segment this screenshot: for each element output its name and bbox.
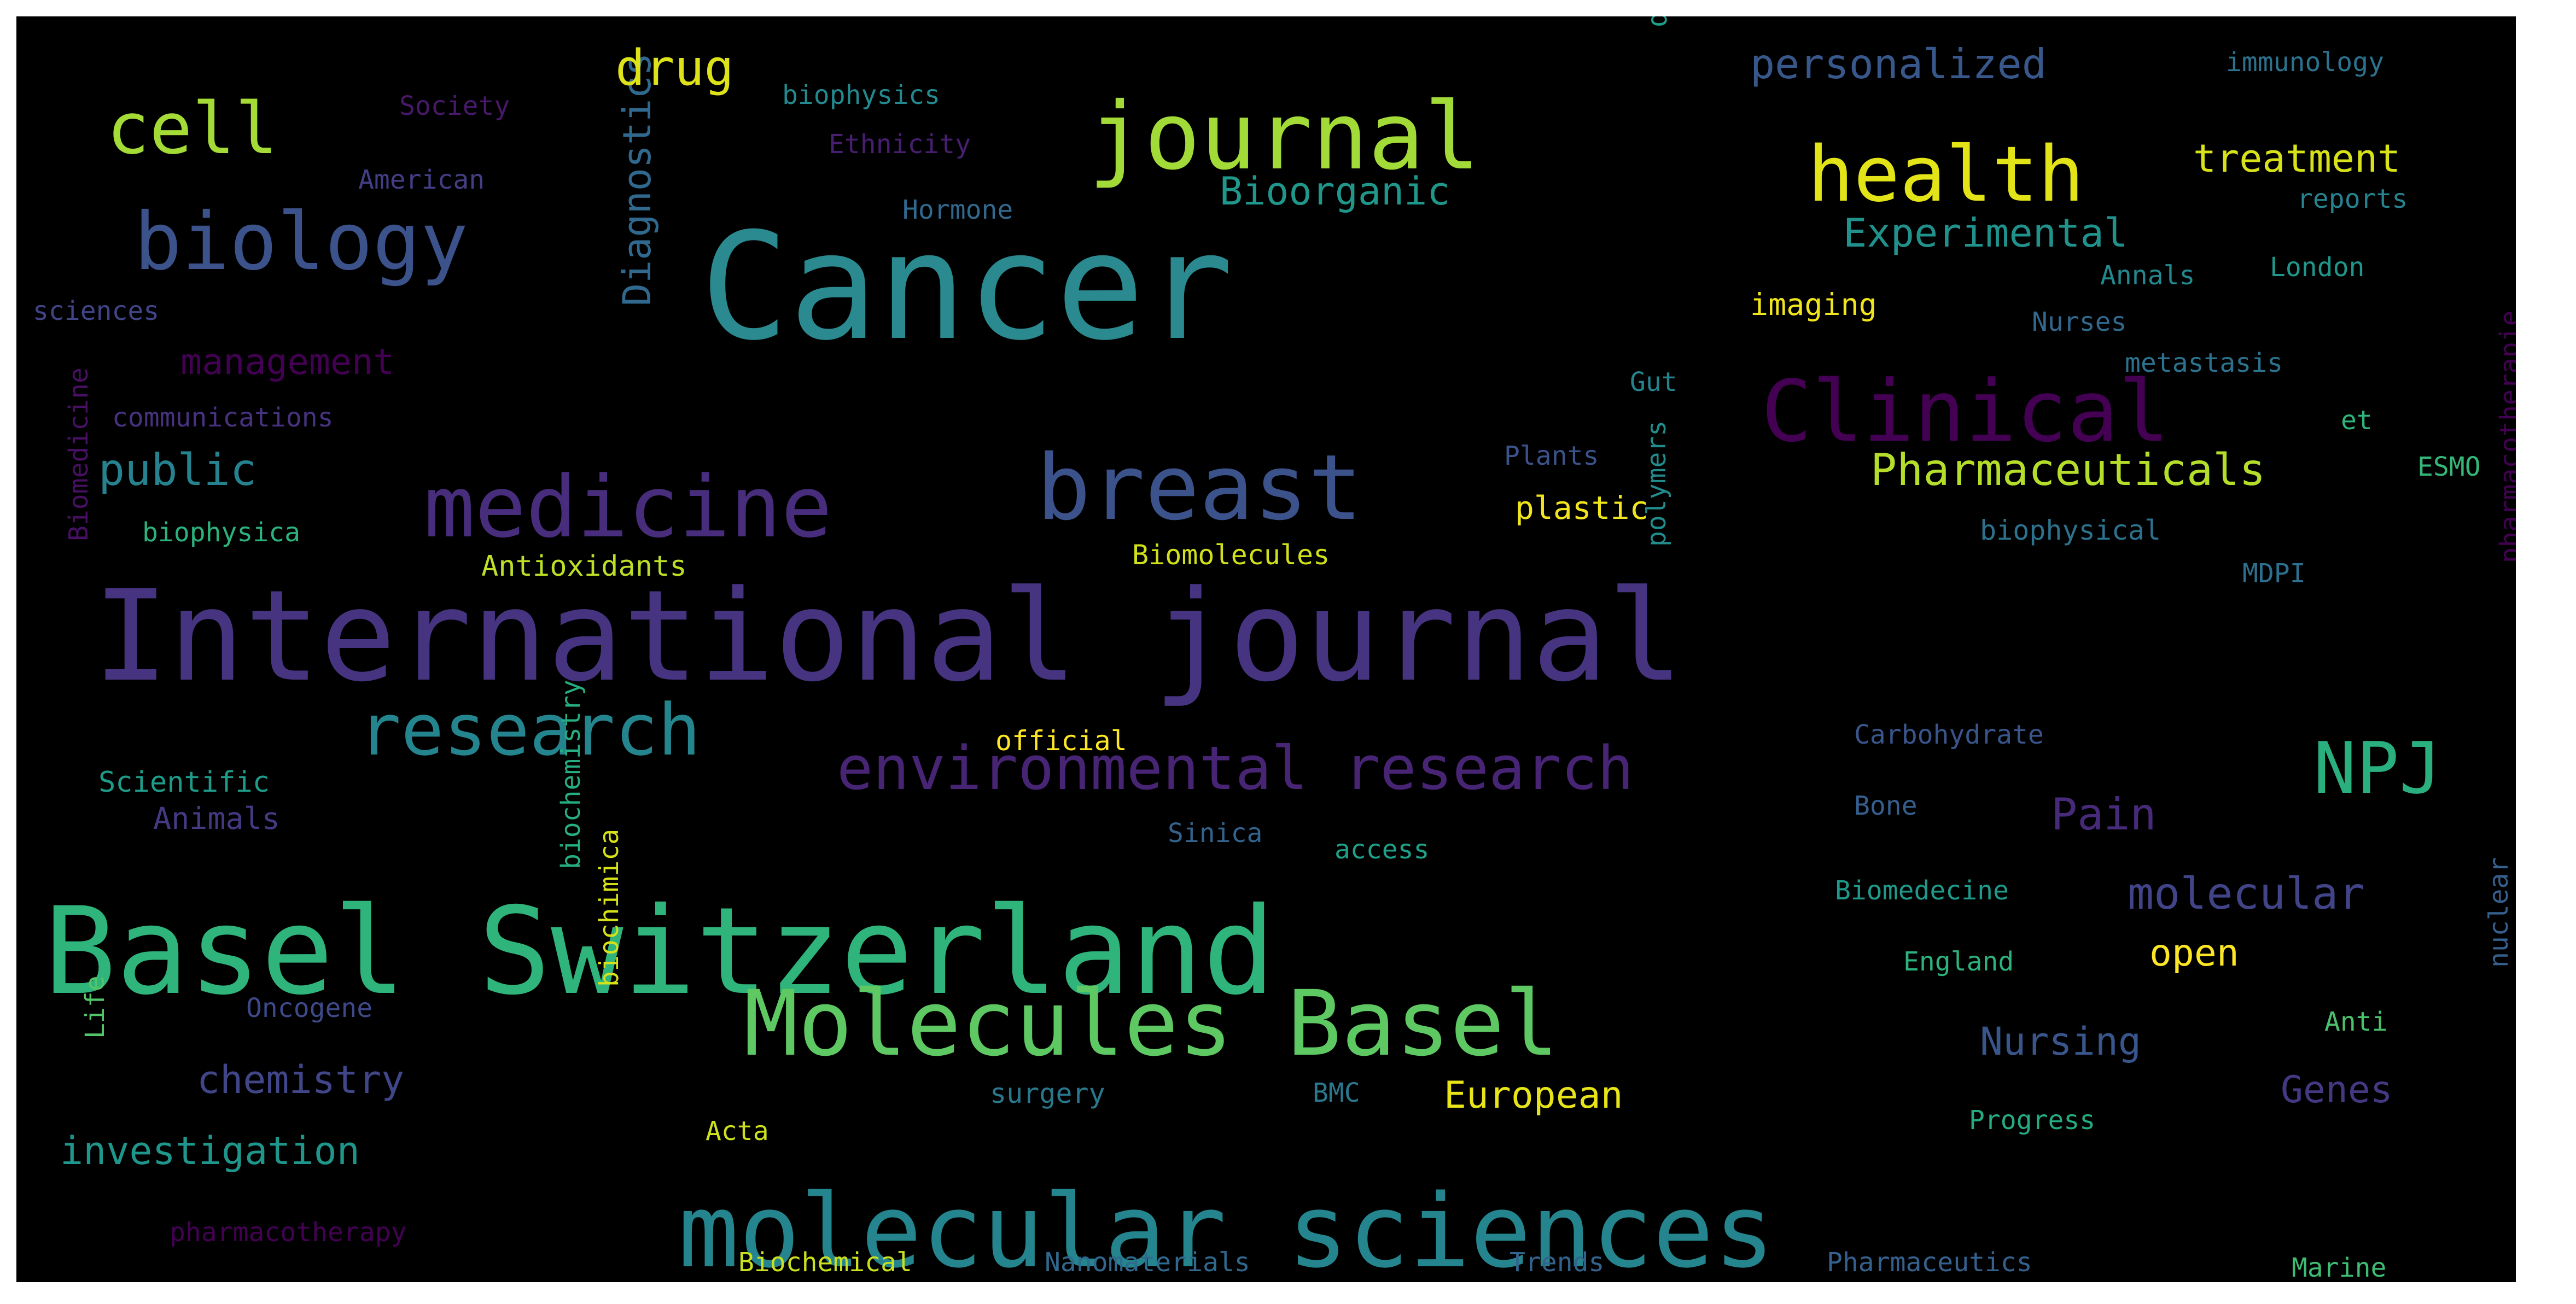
word-cloud-term: biophysical: [1980, 514, 2161, 546]
word-cloud-term: Hormone: [902, 195, 1013, 225]
word-cloud-term: Scientific: [98, 766, 270, 799]
word-cloud-term: journal: [1088, 83, 1481, 191]
word-cloud-term: molecular: [2128, 868, 2365, 919]
word-cloud-term: Nurses: [2032, 307, 2127, 337]
word-cloud-term: environmental research: [837, 733, 1634, 803]
word-cloud-term: Pain: [2051, 789, 2157, 840]
word-cloud-term: Pharmaceuticals: [1870, 445, 2266, 495]
word-cloud-term: Plants: [1504, 441, 1599, 471]
word-cloud-term: biochemistry: [556, 680, 586, 869]
word-cloud-term: Biomedicine: [63, 367, 94, 541]
word-cloud-term: Basel Switzerland: [44, 881, 1275, 1021]
word-cloud-term: Antioxidants: [481, 550, 687, 583]
word-cloud-term: pharmacotherapy: [170, 1217, 407, 1248]
word-cloud-term: research: [358, 688, 701, 771]
word-cloud-term: management: [180, 342, 395, 383]
word-cloud-term: molecular sciences: [678, 1172, 1775, 1282]
word-cloud-term: plastic: [1515, 489, 1649, 527]
word-cloud-term: Progress: [1969, 1105, 2096, 1136]
word-cloud-term: Bone: [1854, 791, 1918, 821]
word-cloud-term: Trends: [1510, 1247, 1605, 1278]
word-cloud-term: medicine: [424, 458, 832, 557]
word-cloud-term: Anti: [2324, 1007, 2388, 1037]
word-cloud-term: surgery: [990, 1078, 1105, 1109]
word-cloud-term: Carbohydrate: [1854, 720, 2044, 750]
word-cloud-term: NPJ: [2313, 727, 2442, 810]
word-cloud-term: Sinica: [1168, 818, 1263, 849]
word-cloud-term: imaging: [1750, 287, 1877, 322]
word-cloud-term: treatment: [2193, 136, 2401, 181]
word-cloud-term: Genes: [2281, 1068, 2393, 1112]
word-cloud-term: access: [1334, 834, 1430, 865]
word-cloud-term: Nanomaterials: [1045, 1247, 1250, 1278]
word-cloud-term: Biomolecules: [1132, 539, 1330, 571]
word-cloud-term: personalized: [1750, 40, 2047, 88]
word-cloud-term: et: [2341, 405, 2373, 436]
word-cloud-term: investigation: [60, 1128, 360, 1173]
word-cloud-term: Nursing: [1980, 1019, 2142, 1064]
word-cloud-term: Cancer: [700, 201, 1234, 373]
word-cloud-term: Life: [80, 975, 110, 1039]
word-cloud-term: official: [995, 725, 1127, 757]
word-cloud-term: polymers: [1641, 420, 1672, 547]
word-cloud-term: digital: [1641, 16, 1673, 27]
word-cloud-term: London: [2270, 252, 2365, 283]
word-cloud-term: biochimica: [594, 829, 625, 987]
word-cloud-term: Gut: [1630, 367, 1677, 397]
word-cloud-term: metastasis: [2125, 348, 2283, 378]
word-cloud-term: Ethnicity: [829, 129, 971, 160]
word-cloud-term: cell: [107, 87, 278, 170]
word-cloud-term: Marine: [2292, 1253, 2387, 1282]
word-cloud-term: ESMO: [2417, 452, 2481, 482]
word-cloud-term: Clinical: [1761, 362, 2170, 461]
word-cloud-term: reports: [2297, 184, 2408, 214]
word-cloud-term: Experimental: [1843, 210, 2128, 256]
word-cloud-term: Oncogene: [246, 993, 373, 1024]
word-cloud-term: Pharmaceutics: [1827, 1247, 2032, 1278]
word-cloud-term: biophysica: [142, 517, 300, 548]
word-cloud-term: nuclear: [2484, 857, 2514, 968]
word-cloud-term: biophysics: [782, 80, 940, 110]
word-cloud-term: public: [98, 445, 257, 495]
word-cloud-term: health: [1808, 130, 2084, 219]
word-cloud-term: Society: [399, 91, 510, 121]
word-cloud-term: England: [1903, 946, 2014, 977]
word-cloud-term: open: [2149, 932, 2239, 975]
word-cloud-term: breast: [1036, 435, 1363, 540]
word-cloud-term: International journal: [93, 564, 1683, 710]
word-cloud-term: American: [358, 165, 485, 195]
word-cloud-term: Acta: [706, 1116, 769, 1147]
word-cloud-term: Animals: [153, 801, 280, 836]
word-cloud-term: Annals: [2100, 260, 2195, 291]
word-cloud-term: European: [1444, 1074, 1623, 1117]
word-cloud-term: sciences: [33, 296, 160, 326]
word-cloud-term: Biochemical: [738, 1247, 912, 1278]
word-cloud-term: biology: [134, 196, 469, 288]
word-cloud-term: drug: [615, 39, 734, 97]
word-cloud-term: immunology: [2226, 47, 2384, 78]
word-cloud-term: BMC: [1313, 1078, 1360, 1108]
word-cloud-term: chemistry: [197, 1057, 405, 1102]
word-cloud-term: Bioorganic: [1220, 169, 1450, 214]
word-cloud-term: pharmacotherapie: [2495, 310, 2516, 563]
word-cloud-term: MDPI: [2242, 558, 2306, 589]
word-cloud-term: communications: [112, 402, 334, 433]
word-cloud-term: Molecules Basel: [744, 971, 1559, 1076]
word-cloud: Cancer International journal Basel Switzer…: [16, 16, 2516, 1282]
word-cloud-term: Biomedecine: [1835, 875, 2009, 906]
